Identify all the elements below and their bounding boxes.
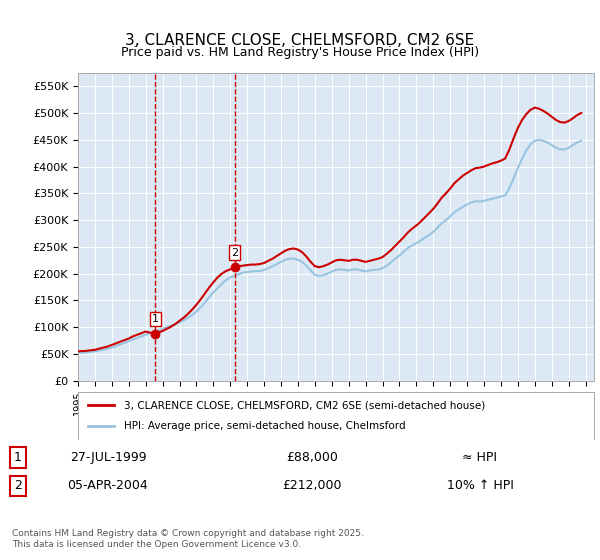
Text: 1: 1 <box>14 451 22 464</box>
Text: 27-JUL-1999: 27-JUL-1999 <box>70 451 146 464</box>
Text: 05-APR-2004: 05-APR-2004 <box>68 479 148 492</box>
Text: £88,000: £88,000 <box>286 451 338 464</box>
Text: ≈ HPI: ≈ HPI <box>463 451 497 464</box>
Text: HPI: Average price, semi-detached house, Chelmsford: HPI: Average price, semi-detached house,… <box>124 421 406 431</box>
Text: Contains HM Land Registry data © Crown copyright and database right 2025.
This d: Contains HM Land Registry data © Crown c… <box>12 529 364 549</box>
Text: 10% ↑ HPI: 10% ↑ HPI <box>446 479 514 492</box>
Text: 3, CLARENCE CLOSE, CHELMSFORD, CM2 6SE (semi-detached house): 3, CLARENCE CLOSE, CHELMSFORD, CM2 6SE (… <box>124 400 485 410</box>
Text: 1: 1 <box>152 314 159 324</box>
Text: Price paid vs. HM Land Registry's House Price Index (HPI): Price paid vs. HM Land Registry's House … <box>121 46 479 59</box>
Text: 2: 2 <box>231 248 238 258</box>
Text: 2: 2 <box>14 479 22 492</box>
Text: 3, CLARENCE CLOSE, CHELMSFORD, CM2 6SE: 3, CLARENCE CLOSE, CHELMSFORD, CM2 6SE <box>125 32 475 48</box>
Text: £212,000: £212,000 <box>282 479 342 492</box>
